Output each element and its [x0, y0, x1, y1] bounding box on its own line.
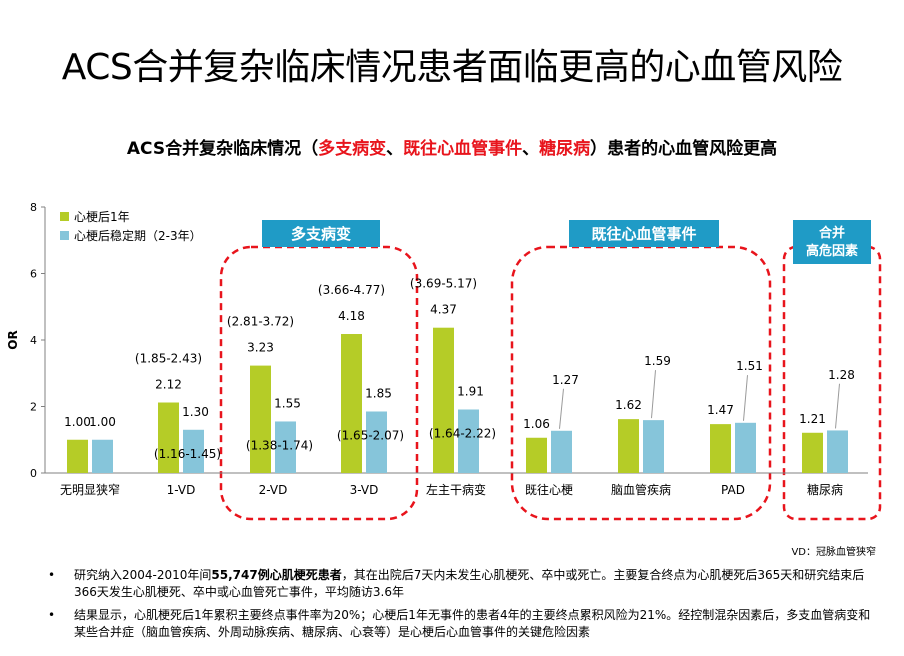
ci-label: (3.66-4.77)	[318, 283, 385, 297]
leader-line	[559, 388, 564, 429]
data-label: 1.47	[707, 403, 734, 417]
x-tick-label: 既往心梗	[525, 482, 573, 497]
group-label-box	[569, 220, 719, 247]
legend-swatch	[60, 231, 69, 240]
y-tick-label: 6	[30, 268, 37, 281]
data-label: 1.55	[274, 396, 301, 410]
bar-series2	[551, 430, 572, 473]
data-label: 2.12	[155, 378, 182, 392]
page-title: ACS合并复杂临床情况患者面临更高的心血管风险	[61, 47, 843, 88]
ci-label: (1.85-2.43)	[135, 352, 202, 366]
y-tick-label: 2	[30, 401, 37, 414]
bullet-item: • 结果显示，心肌梗死后1年累积主要终点事件率为20%；心梗后1年无事件的患者4年…	[48, 608, 871, 639]
leader-line	[743, 375, 748, 421]
ci-label: (2.81-3.72)	[227, 315, 294, 329]
x-tick-label: PAD	[721, 483, 745, 497]
data-label: 1.30	[182, 405, 209, 419]
data-label: 4.18	[338, 309, 365, 323]
leader-line	[835, 383, 840, 429]
data-label: 1.85	[365, 386, 392, 400]
data-label: 1.00	[89, 415, 116, 429]
bullet-list: • 研究纳入2004-2010年间55,747例心肌梗死患者，其在出院后7天内未发…	[48, 567, 878, 647]
data-label: 1.62	[615, 398, 642, 412]
bar-series2	[275, 421, 296, 473]
ci-label: (3.69-5.17)	[410, 277, 477, 291]
bar-series1	[341, 334, 362, 473]
leader-line	[651, 370, 656, 419]
ci-label: (1.65-2.07)	[337, 428, 404, 442]
data-label: 4.37	[430, 303, 457, 317]
bar-series2	[735, 422, 756, 473]
bar-series1	[802, 432, 823, 473]
bar-series1	[618, 419, 639, 473]
bar-series2	[366, 411, 387, 473]
x-tick-label: 糖尿病	[807, 482, 843, 497]
x-tick-label: 1-VD	[167, 483, 196, 497]
y-tick-label: 8	[30, 201, 37, 214]
group-label-box	[262, 220, 380, 247]
legend-swatch	[60, 212, 69, 221]
bar-series1	[433, 327, 454, 473]
bar-series1	[526, 437, 547, 473]
bar-series1	[250, 365, 271, 473]
bar-series1	[158, 402, 179, 473]
data-label: 1.91	[457, 384, 484, 398]
y-axis-label: OR	[6, 330, 20, 349]
data-label: 3.23	[247, 341, 274, 355]
data-label: 1.00	[64, 415, 91, 429]
data-label: 1.59	[644, 354, 671, 368]
legend-label: 心梗后稳定期（2-3年）	[74, 228, 202, 243]
chart-subtitle: ACS合并复杂临床情况（多支病变、既往心血管事件、糖尿病）患者的心血管风险更高	[126, 139, 778, 159]
bar-series2	[458, 409, 479, 473]
group-box	[219, 245, 419, 521]
footnote: VD：冠脉血管狭窄	[791, 547, 876, 558]
group-box	[782, 245, 882, 521]
bullet-marker: •	[48, 608, 56, 622]
bar-series2	[643, 420, 664, 473]
bullet-item: • 研究纳入2004-2010年间55,747例心肌梗死患者，其在出院后7天内未发…	[48, 568, 865, 599]
x-tick-label: 脑血管疾病	[611, 482, 671, 497]
group-label: 高危因素	[806, 243, 858, 259]
data-label: 1.51	[736, 359, 763, 373]
bar-series1	[67, 439, 88, 473]
bar-series2	[183, 429, 204, 473]
group-label: 多支病变	[291, 225, 351, 243]
x-tick-label: 3-VD	[350, 483, 379, 497]
legend-label: 心梗后1年	[74, 209, 130, 224]
group-label: 既往心血管事件	[591, 225, 696, 243]
x-tick-label: 左主干病变	[426, 482, 486, 497]
data-label: 1.27	[552, 373, 579, 387]
x-tick-label: 无明显狭窄	[60, 482, 120, 497]
bullet-marker: •	[48, 568, 56, 582]
group-label: 合并	[819, 225, 845, 241]
group-box	[510, 245, 772, 521]
bar-series1	[710, 424, 731, 473]
ci-label: (1.38-1.74)	[246, 438, 313, 452]
data-label: 1.28	[828, 368, 855, 382]
bar-series2	[92, 439, 113, 473]
bar-series2	[827, 430, 848, 473]
ci-label: (1.16-1.45)	[154, 447, 221, 461]
ci-label: (1.64-2.22)	[429, 426, 496, 440]
y-tick-label: 4	[30, 334, 37, 347]
x-tick-label: 2-VD	[259, 483, 288, 497]
y-tick-label: 0	[30, 467, 37, 480]
data-label: 1.06	[523, 417, 550, 431]
group-label-box	[793, 220, 871, 264]
data-label: 1.21	[799, 412, 826, 426]
